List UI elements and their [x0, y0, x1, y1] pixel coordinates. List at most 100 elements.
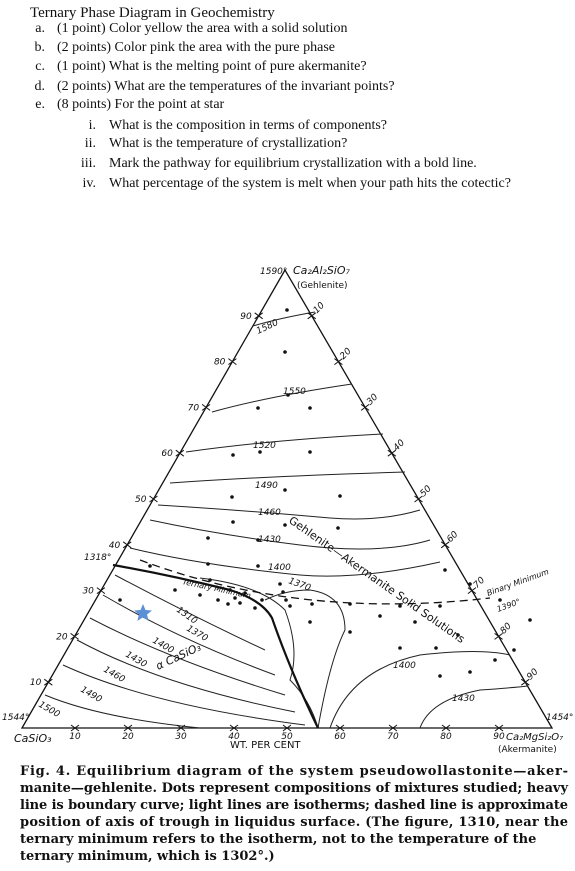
isotherm [329, 651, 511, 729]
data-point [456, 633, 460, 637]
caption: Fig. 4. Equilibrium diagram of the syste… [20, 764, 568, 864]
subquestion-marker: iv. [83, 176, 96, 191]
vertex-temp: 1590° [260, 267, 287, 277]
data-point [230, 495, 234, 499]
data-point [283, 523, 287, 527]
caption-line: position of axis of trough in liquidus s… [20, 815, 568, 830]
tick-mark [149, 495, 158, 503]
vertex-name: (Akermanite) [498, 745, 557, 755]
data-point [310, 602, 314, 606]
tick-mark [254, 312, 263, 320]
tick-mark [387, 449, 397, 457]
question-marker: d. [35, 79, 46, 94]
data-point [231, 453, 235, 457]
data-point [283, 350, 287, 354]
isotherm-label: 1490 [255, 481, 278, 491]
isotherm-label: 1400 [268, 563, 291, 573]
data-point [468, 670, 472, 674]
question-text: (2 points) What are the temperatures of … [57, 79, 395, 94]
trough-axis [139, 559, 491, 605]
question-marker: e. [35, 97, 45, 112]
data-point [438, 604, 442, 608]
data-point [286, 393, 290, 397]
isotherm [252, 311, 316, 327]
data-point [228, 588, 232, 592]
tick-mark [44, 678, 53, 686]
edge-tick-label: 70 [387, 732, 399, 742]
tick-mark [414, 495, 423, 503]
isotherm [102, 594, 276, 676]
data-point [231, 520, 235, 524]
edge-tick-label: 30 [82, 587, 94, 597]
data-point [278, 582, 282, 586]
subquestion-text: What is the temperature of crystallizati… [109, 136, 347, 151]
data-point [434, 646, 438, 650]
subquestion-text: Mark the pathway for equilibrium crystal… [109, 156, 477, 171]
tick-mark [176, 724, 186, 732]
subquestion-text: What percentage of the system is melt wh… [109, 176, 511, 191]
question-text: (1 point) What is the melting point of p… [57, 59, 367, 74]
data-point [285, 308, 289, 312]
edge-tick-label: 80 [214, 358, 226, 368]
data-point [338, 494, 342, 498]
boundary-curve [112, 563, 319, 729]
data-point [468, 582, 472, 586]
questions: a. (1 point) Color yellow the area with a… [35, 21, 511, 191]
tick-mark [388, 724, 398, 732]
data-point [233, 596, 237, 600]
vertex-formula: Ca₂Al₂SiO₇ [293, 264, 351, 277]
question-text: (1 point) Color yellow the area with a s… [57, 21, 347, 36]
binary-point-temp: 1318° [84, 553, 111, 563]
caption-line: line is boundary curve; light lines are … [20, 798, 568, 813]
caption-line: Fig. 4. Equilibrium diagram of the syste… [20, 764, 568, 779]
tick-mark [282, 724, 292, 732]
tick-mark [70, 633, 79, 640]
data-point [438, 674, 442, 678]
tick-mark [123, 724, 133, 732]
isotherm [149, 519, 431, 550]
data-point [256, 538, 260, 542]
tick-mark [96, 587, 106, 594]
tick-mark [229, 724, 239, 732]
isotherm-label: 1520 [253, 441, 276, 451]
tick-mark [70, 724, 80, 732]
star [134, 604, 152, 621]
data-point [118, 598, 122, 602]
isotherm [62, 664, 306, 726]
data-point [308, 406, 312, 410]
data-point [258, 450, 262, 454]
isotherm [114, 574, 266, 651]
tick-mark [441, 724, 451, 732]
data-point [206, 562, 210, 566]
data-point [398, 646, 402, 650]
data-point [256, 406, 260, 410]
isotherm [211, 383, 353, 413]
isotherm [185, 433, 384, 453]
data-point [348, 630, 352, 634]
isotherm-label: 1430 [258, 535, 281, 545]
data-points [118, 308, 532, 678]
edge-tick-label: 40 [109, 541, 121, 551]
data-point [283, 488, 287, 492]
caption-line: ternary minimum, which is 1302°.) [20, 849, 275, 864]
tick-mark [122, 541, 132, 549]
data-point [281, 590, 285, 594]
edge-tick-label: 60 [334, 732, 346, 742]
subquestion-marker: ii. [85, 136, 96, 151]
data-point [398, 604, 402, 608]
data-point [308, 450, 312, 454]
data-point [493, 658, 497, 662]
question-marker: a. [35, 21, 45, 36]
question-marker: c. [35, 59, 45, 74]
isotherm-label: 1460 [258, 508, 281, 518]
caption-line: ternary minimum refers to the isotherm, … [20, 832, 536, 847]
data-point [198, 593, 202, 597]
tick-mark [335, 724, 345, 732]
vertex-formula: CaSiO₃ [14, 732, 52, 745]
edge-tick-label: 70 [188, 403, 200, 413]
edge-tick-label: 10 [30, 678, 42, 688]
title: Ternary Phase Diagram in Geochemistry [30, 5, 275, 21]
vertex-temp: 1454° [546, 713, 573, 723]
data-point [348, 602, 352, 606]
